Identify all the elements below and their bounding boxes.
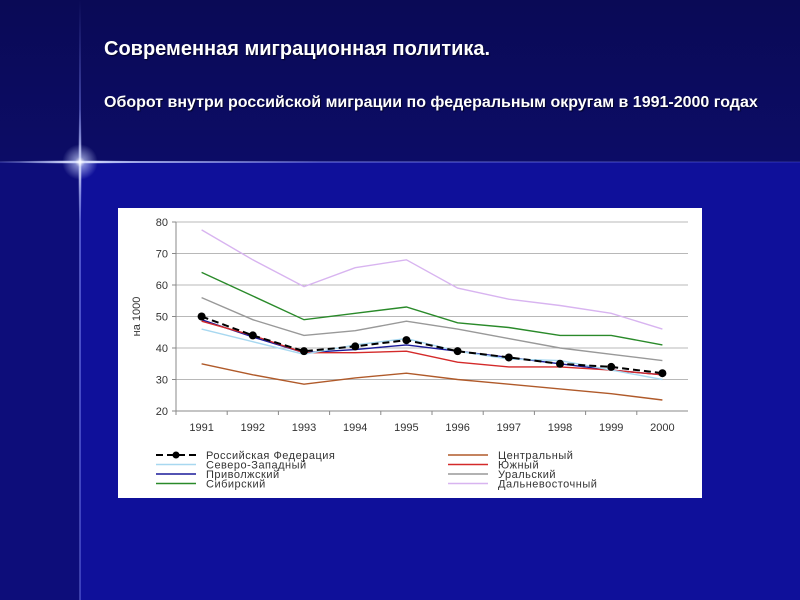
x-tick-label: 1999: [599, 422, 623, 434]
series-line-0: [201, 315, 663, 375]
y-axis-label: на 1000: [131, 297, 143, 337]
chart-panel: 20 30 40 50 60 70 80 1991 1992 1993 1994 1995 1996 19…: [118, 208, 702, 498]
y-tick-label: 80: [156, 217, 168, 229]
line-chart: 20 30 40 50 60 70 80 1991 1992 1993 1994 1995 1996 19…: [131, 217, 688, 491]
series-line-6: [201, 271, 663, 346]
series-line-2: [201, 328, 663, 381]
slide-title: Современная миграционная политика.: [104, 38, 491, 60]
x-tick-label: 1997: [497, 422, 521, 434]
data-point-0-4: [402, 336, 411, 345]
x-tick-label: 1995: [394, 422, 418, 434]
legend-label: Центральный: [498, 450, 573, 462]
y-tick-label: 60: [156, 280, 168, 292]
series-line-4: [201, 319, 663, 376]
data-point-0-3: [351, 342, 360, 351]
slide-subtitle: Оборот внутри российской миграции по фед…: [104, 94, 758, 111]
title-band: [0, 0, 800, 162]
y-tick-label: 30: [156, 375, 168, 387]
y-tick-label: 40: [156, 343, 168, 355]
data-point-0-9: [658, 369, 667, 378]
x-tick-label: 1996: [445, 422, 469, 434]
series-line-1: [201, 363, 663, 401]
legend-label: Приволжский: [206, 469, 280, 481]
data-point-0-8: [607, 362, 616, 371]
legend-label: Северо-Западный: [206, 460, 307, 472]
data-point-0-1: [248, 331, 257, 340]
data-point-0-2: [300, 347, 308, 356]
y-tick-label: 20: [156, 406, 168, 418]
legend-marker-0: [172, 451, 180, 459]
data-point-0-5: [453, 347, 462, 356]
series-line-5: [201, 296, 663, 362]
legend-label: Дальневосточный: [498, 479, 597, 491]
legend-label: Сибирский: [206, 479, 266, 491]
data-point-0-0: [197, 312, 206, 321]
horizontal-accent-line: [0, 161, 800, 163]
y-tick-label: 50: [156, 312, 168, 324]
series-line-7: [201, 229, 663, 330]
x-tick-label: 1993: [292, 422, 316, 434]
x-tick-label: 2000: [650, 422, 674, 434]
vertical-accent-line: [79, 0, 81, 600]
y-tick-label: 70: [156, 249, 168, 261]
legend-label: Южный: [498, 460, 539, 472]
sparkle-icon: [62, 144, 98, 180]
x-tick-label: 1992: [241, 422, 265, 434]
x-tick-label: 1991: [189, 422, 213, 434]
x-tick-label: 1998: [548, 422, 572, 434]
data-point-0-7: [556, 359, 564, 368]
x-tick-label: 1994: [343, 422, 367, 434]
legend-label: Российская Федерация: [206, 450, 335, 462]
data-point-0-6: [504, 353, 513, 362]
legend-label: Уральский: [498, 469, 556, 481]
